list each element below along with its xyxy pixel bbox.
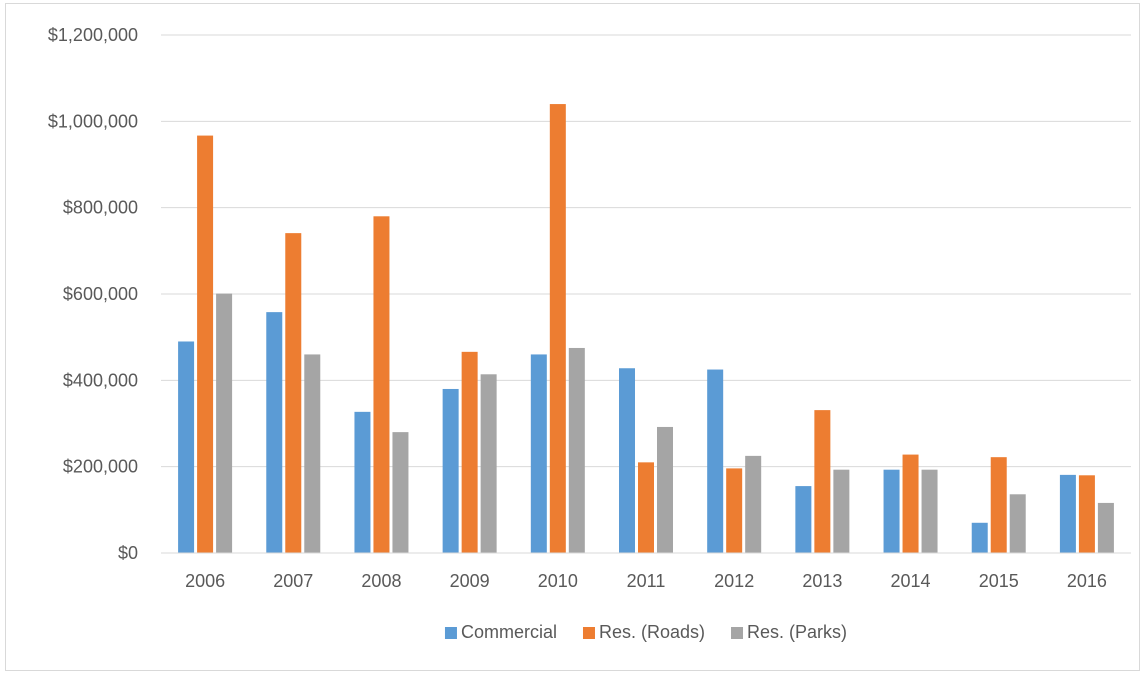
y-axis-tick-labels: $0 $200,000 $400,000 $600,000 $800,000 $1,000… xyxy=(48,25,138,563)
bar xyxy=(883,469,900,553)
bar xyxy=(657,426,673,553)
bar xyxy=(1097,502,1114,553)
legend-swatch xyxy=(582,627,595,639)
bar xyxy=(530,354,547,553)
x-tick-label: 2010 xyxy=(538,571,578,591)
bar xyxy=(833,469,850,553)
bar xyxy=(480,374,497,553)
bar xyxy=(745,455,762,553)
legend: Commercial Res. (Roads) Res. (Parks) xyxy=(444,622,847,642)
bar xyxy=(726,468,743,553)
bar xyxy=(178,341,195,553)
y-tick-label: $200,000 xyxy=(63,457,138,477)
bar xyxy=(902,454,919,553)
bar xyxy=(285,233,302,553)
y-tick-label: $0 xyxy=(118,543,138,563)
bar xyxy=(442,388,459,553)
bar xyxy=(921,469,938,553)
gridlines xyxy=(161,34,1131,468)
bar xyxy=(1009,494,1026,553)
bar-chart: $0 $200,000 $400,000 $600,000 $800,000 $1,000… xyxy=(48,25,1131,642)
y-tick-label: $400,000 xyxy=(63,370,138,390)
bar xyxy=(971,522,988,553)
bar xyxy=(1059,474,1076,553)
bar xyxy=(266,312,283,553)
y-tick-label: $800,000 xyxy=(63,198,138,218)
x-tick-label: 2014 xyxy=(891,571,931,591)
x-tick-label: 2011 xyxy=(627,571,666,591)
legend-item: Commercial xyxy=(444,622,557,642)
x-tick-label: 2008 xyxy=(361,571,401,591)
x-tick-label: 2015 xyxy=(979,571,1019,591)
bars xyxy=(178,104,1114,554)
legend-swatch xyxy=(731,627,744,639)
legend-label: Res. (Parks) xyxy=(747,622,847,642)
chart-frame: $0 $200,000 $400,000 $600,000 $800,000 $1,000… xyxy=(5,3,1140,671)
legend-label: Res. (Roads) xyxy=(599,622,705,642)
legend-label: Commercial xyxy=(461,622,557,642)
x-tick-label: 2013 xyxy=(802,571,842,591)
bar xyxy=(619,368,635,553)
bar xyxy=(354,411,371,553)
x-tick-label: 2012 xyxy=(714,571,754,591)
legend-item: Res. (Parks) xyxy=(731,622,847,642)
bar xyxy=(707,369,724,553)
bar xyxy=(373,216,390,554)
bar xyxy=(638,462,654,553)
bar xyxy=(568,347,585,553)
bar xyxy=(392,432,409,553)
legend-swatch xyxy=(444,627,457,639)
x-tick-label: 2009 xyxy=(450,571,490,591)
y-tick-label: $1,200,000 xyxy=(48,25,138,45)
x-tick-label: 2006 xyxy=(185,571,225,591)
bar xyxy=(990,457,1007,553)
legend-item: Res. (Roads) xyxy=(582,622,705,642)
bar xyxy=(216,293,233,553)
bar xyxy=(197,135,214,553)
bar xyxy=(1078,475,1095,553)
x-axis-tick-labels: 2006 2007 2008 2009 2010 2011 2012 2013 2014 2015… xyxy=(185,571,1107,591)
bar xyxy=(814,410,831,553)
x-tick-label: 2016 xyxy=(1067,571,1107,591)
bar xyxy=(549,104,566,554)
y-tick-label: $1,000,000 xyxy=(48,111,138,131)
y-tick-label: $600,000 xyxy=(63,284,138,304)
bar xyxy=(304,354,321,553)
bar xyxy=(461,351,478,553)
x-tick-label: 2007 xyxy=(273,571,313,591)
bar xyxy=(795,486,812,553)
